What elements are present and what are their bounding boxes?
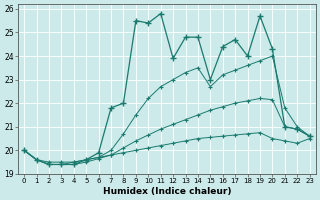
X-axis label: Humidex (Indice chaleur): Humidex (Indice chaleur) <box>103 187 231 196</box>
